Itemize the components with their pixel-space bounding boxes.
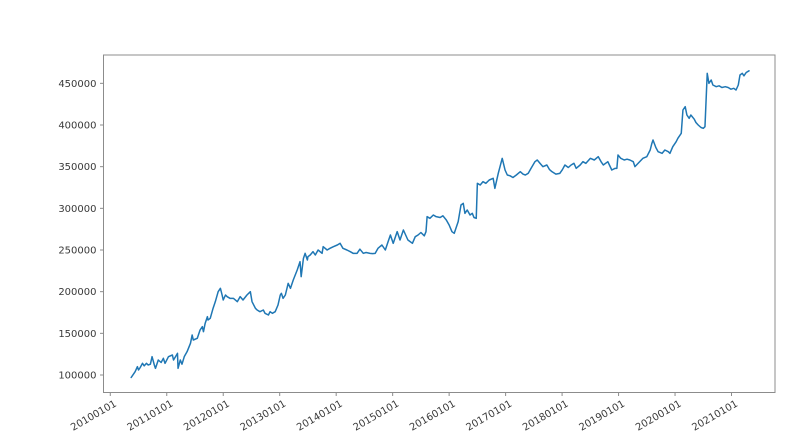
x-tick-label: 20140101 — [295, 399, 345, 434]
x-tick-label: 20130101 — [239, 399, 289, 434]
x-tick-label: 20150101 — [352, 399, 402, 434]
x-tick-label: 20160101 — [408, 399, 458, 434]
y-tick-label: 400000 — [58, 121, 96, 132]
x-tick-label: 20210101 — [690, 399, 740, 434]
x-tick-label: 20170101 — [465, 399, 515, 434]
y-tick-label: 350000 — [58, 162, 96, 173]
y-tick-label: 300000 — [58, 204, 96, 215]
data-line — [130, 70, 750, 379]
x-tick-label: 20200101 — [634, 399, 684, 434]
x-tick-label: 20110101 — [126, 399, 176, 434]
x-tick-label: 20180101 — [521, 399, 571, 434]
x-tick-label: 20120101 — [182, 399, 232, 434]
plot-border — [103, 54, 776, 393]
y-tick-label: 100000 — [58, 371, 96, 382]
y-tick-label: 200000 — [58, 287, 96, 298]
x-tick-label: 20100101 — [69, 399, 119, 434]
y-tick-label: 450000 — [58, 79, 96, 90]
y-tick-label: 250000 — [58, 246, 96, 257]
x-tick-label: 20190101 — [577, 399, 627, 434]
y-tick-label: 150000 — [58, 329, 96, 340]
